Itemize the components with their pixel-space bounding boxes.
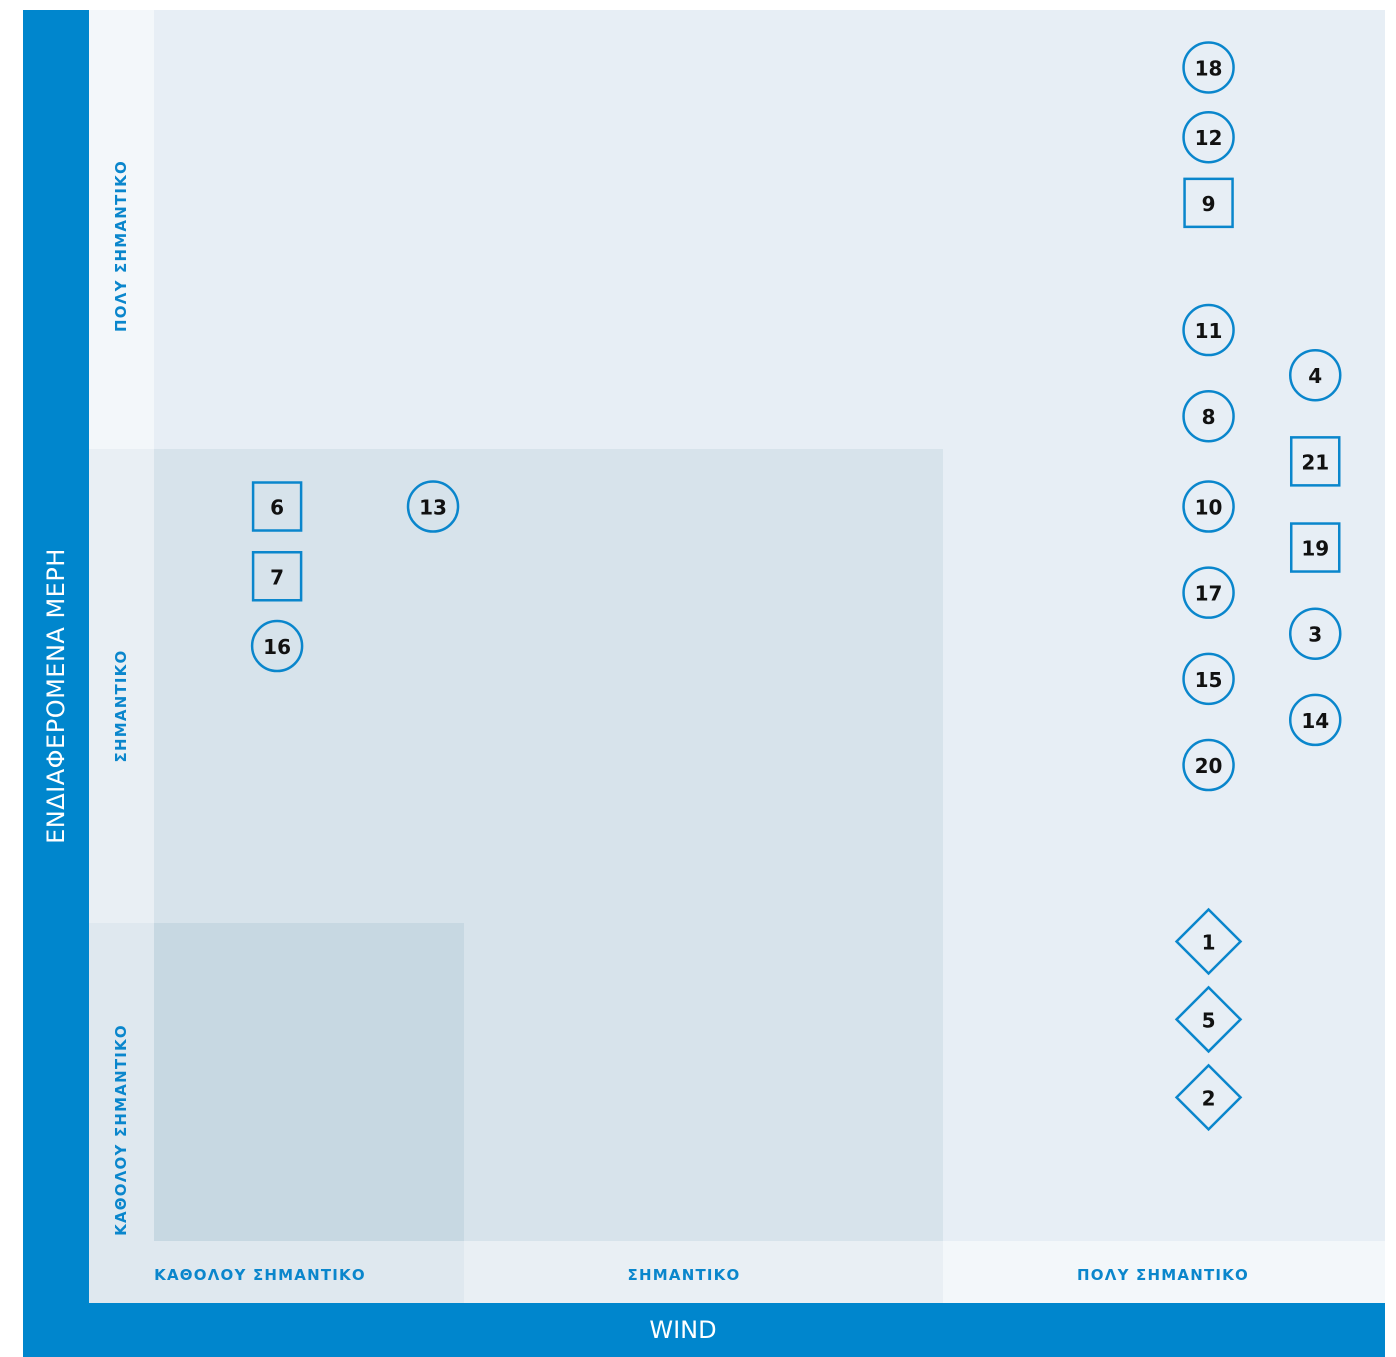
- marker-label: 18: [1195, 56, 1223, 80]
- marker-label: 12: [1195, 126, 1223, 150]
- marker-2: 2: [1174, 1063, 1243, 1132]
- marker-label: 3: [1308, 623, 1322, 647]
- marker-square-shape: [1183, 177, 1234, 229]
- marker-19: 19: [1289, 522, 1341, 573]
- marker-circle-shape: [1182, 389, 1235, 443]
- marker-label: 1: [1202, 930, 1216, 954]
- marker-diamond-shape: [1174, 907, 1243, 976]
- marker-14: 14: [1288, 693, 1342, 747]
- x-label-strip-low: [154, 1241, 464, 1303]
- marker-square-shape: [251, 481, 303, 532]
- y-axis-band: [23, 10, 89, 1303]
- marker-15: 15: [1182, 652, 1235, 706]
- marker-1: 1: [1174, 907, 1243, 976]
- marker-label: 16: [263, 635, 291, 659]
- marker-11: 11: [1182, 303, 1235, 357]
- marker-label: 20: [1195, 754, 1223, 778]
- marker-circle-shape: [250, 619, 304, 673]
- marker-square-shape: [251, 551, 303, 602]
- low-zone: [154, 923, 464, 1241]
- marker-label: 4: [1308, 364, 1322, 388]
- marker-circle-shape: [1182, 652, 1235, 706]
- marker-circle-shape: [1182, 566, 1235, 619]
- marker-circle-shape: [1182, 480, 1235, 533]
- marker-circle-shape: [1182, 303, 1235, 357]
- marker-label: 8: [1202, 405, 1216, 429]
- marker-10: 10: [1182, 480, 1235, 533]
- marker-20: 20: [1182, 738, 1235, 792]
- marker-21: 21: [1289, 436, 1341, 487]
- marker-circle-shape: [1182, 110, 1235, 164]
- x-tick-label-important: ΣΗΜΑΝΤΙΚΟ: [627, 1266, 741, 1284]
- marker-label: 10: [1195, 496, 1223, 520]
- marker-label: 13: [419, 496, 447, 520]
- marker-circle-shape: [1288, 607, 1342, 660]
- marker-3: 3: [1288, 607, 1342, 660]
- marker-17: 17: [1182, 566, 1235, 619]
- marker-circle-shape: [1288, 348, 1342, 402]
- marker-8: 8: [1182, 389, 1235, 443]
- marker-7: 7: [251, 551, 303, 602]
- marker-label: 7: [270, 565, 284, 589]
- marker-5: 5: [1174, 985, 1243, 1054]
- marker-diamond-shape: [1174, 985, 1243, 1054]
- marker-diamond-shape: [1174, 1063, 1243, 1132]
- marker-label: 17: [1195, 582, 1223, 606]
- marker-9: 9: [1183, 177, 1234, 229]
- marker-label: 14: [1301, 709, 1329, 733]
- marker-12: 12: [1182, 110, 1235, 164]
- marker-13: 13: [406, 480, 460, 533]
- marker-6: 6: [251, 481, 303, 532]
- y-label-strip-low: [89, 923, 154, 1303]
- marker-4: 4: [1288, 348, 1342, 402]
- marker-label: 2: [1202, 1086, 1216, 1110]
- x-tick-label-very-important: ΠΟΛΥ ΣΗΜΑΝΤΙΚΟ: [1077, 1266, 1249, 1284]
- marker-square-shape: [1289, 436, 1341, 487]
- marker-label: 15: [1195, 668, 1223, 692]
- marker-label: 19: [1301, 537, 1329, 561]
- marker-label: 5: [1202, 1008, 1216, 1032]
- marker-circle-shape: [1288, 693, 1342, 747]
- x-axis-title: WIND: [649, 1316, 717, 1344]
- marker-label: 9: [1202, 192, 1216, 216]
- marker-label: 11: [1195, 319, 1223, 343]
- marker-label: 21: [1301, 450, 1329, 474]
- marker-circle-shape: [1182, 41, 1235, 94]
- x-label-strip-middle: [464, 1241, 943, 1303]
- marker-square-shape: [1289, 522, 1341, 573]
- marker-18: 18: [1182, 41, 1235, 94]
- x-tick-label-not-important: ΚΑΘΟΛΟΥ ΣΗΜΑΝΤΙΚΟ: [154, 1266, 366, 1284]
- x-axis-band: [23, 1303, 1385, 1357]
- marker-circle-shape: [1182, 738, 1235, 792]
- marker-label: 6: [270, 496, 284, 520]
- marker-circle-shape: [406, 480, 460, 533]
- y-label-strip-middle: [89, 449, 154, 923]
- marker-16: 16: [250, 619, 304, 673]
